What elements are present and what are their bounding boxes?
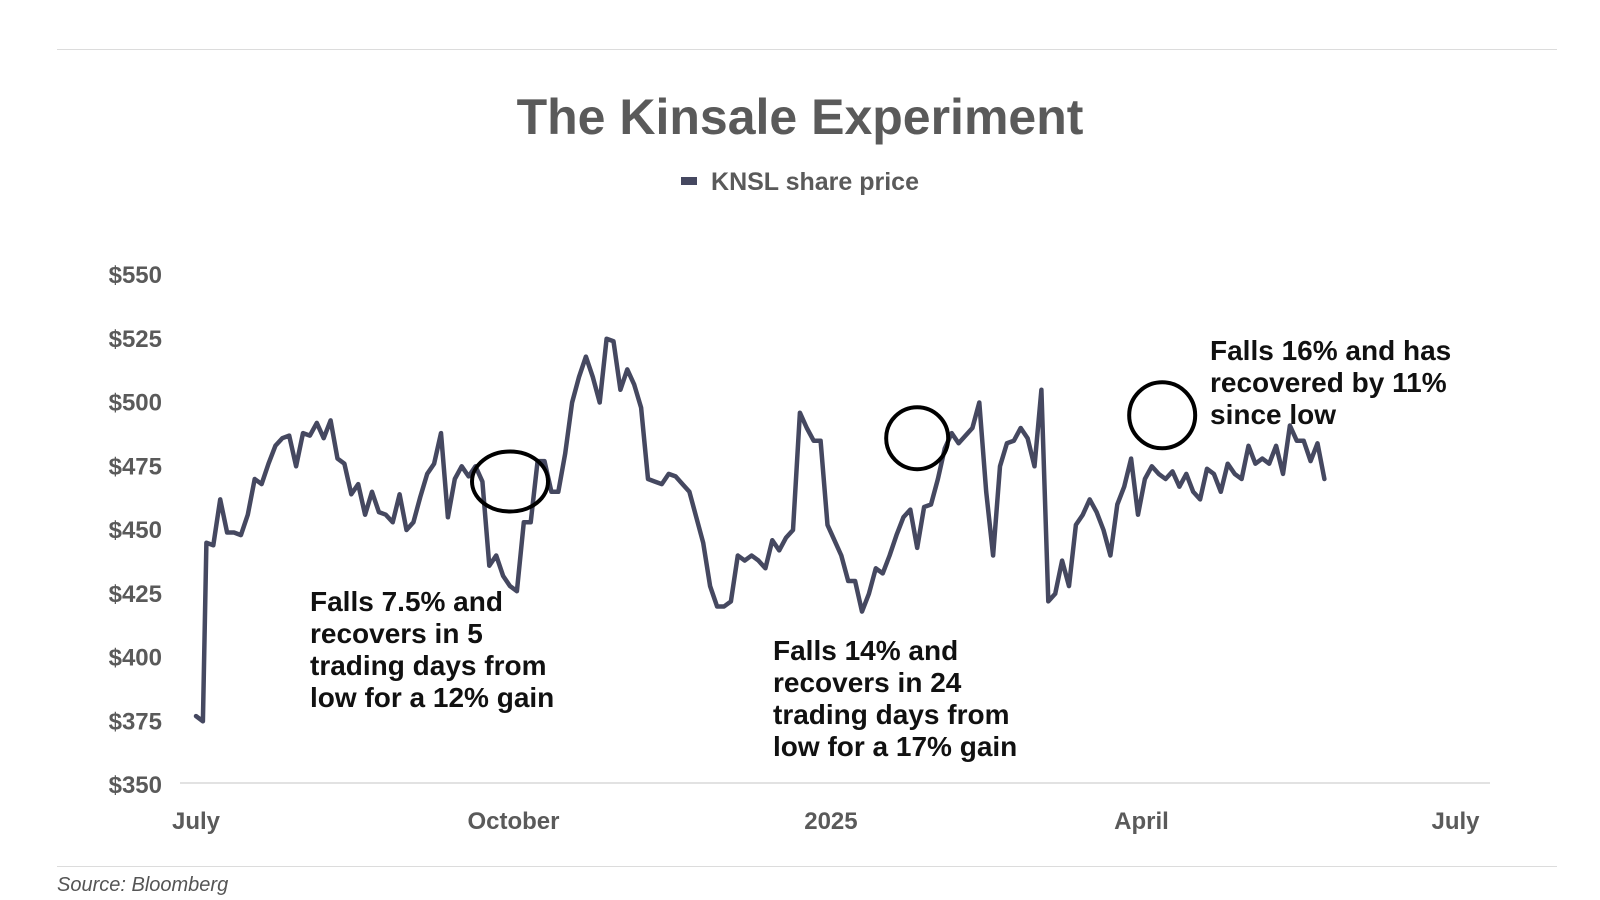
annotation-text-line: recovered by 11% (1210, 367, 1447, 398)
annotation-circle (884, 405, 951, 472)
annotation-text-line: recovers in 24 (773, 667, 962, 698)
annotation-text-line: since low (1210, 399, 1336, 430)
annotation-text-line: low for a 17% gain (773, 731, 1017, 762)
chart-title: The Kinsale Experiment (516, 89, 1084, 145)
legend-swatch (681, 177, 698, 186)
annotation-circle (1127, 380, 1198, 451)
legend: KNSL share price (0, 168, 1600, 197)
bottom-rule (57, 866, 1557, 867)
y-tick-label: $550 (109, 262, 162, 289)
y-tick-label: $450 (109, 517, 162, 544)
y-axis-ticks: $550 $525 $500 $475 $450 $425 $400 $375 $350 (109, 262, 162, 799)
x-tick-label: 2025 (804, 808, 857, 835)
x-tick-label: April (1114, 808, 1169, 835)
y-tick-label: $475 (109, 453, 162, 480)
y-tick-label: $350 (109, 772, 162, 799)
source-note: Source: Bloomberg (57, 874, 229, 896)
y-tick-label: $425 (109, 581, 162, 608)
y-tick-label: $400 (109, 645, 162, 672)
annotation-circles (470, 380, 1198, 514)
series-line-knsl (193, 336, 1327, 724)
annotation-text-line: Falls 14% and (773, 635, 958, 666)
annotation-text-line: recovers in 5 (310, 618, 483, 649)
annotation-text-line: Falls 16% and has (1210, 335, 1451, 366)
annotation-text-line: low for a 12% gain (310, 682, 554, 713)
y-tick-label: $525 (109, 326, 162, 353)
legend-label: KNSL share price (711, 168, 919, 196)
x-axis-ticks: July October 2025 April July (172, 808, 1480, 835)
annotation-text-line: trading days from (773, 699, 1009, 730)
x-tick-label: October (467, 808, 559, 835)
y-tick-label: $500 (109, 390, 162, 417)
annotation-circle (470, 449, 551, 514)
annotation-text-line: trading days from (310, 650, 546, 681)
x-tick-label: July (172, 808, 221, 835)
annotation-text-line: Falls 7.5% and (310, 586, 503, 617)
y-tick-label: $375 (109, 708, 162, 735)
x-tick-label: July (1431, 808, 1480, 835)
top-rule (57, 49, 1557, 50)
